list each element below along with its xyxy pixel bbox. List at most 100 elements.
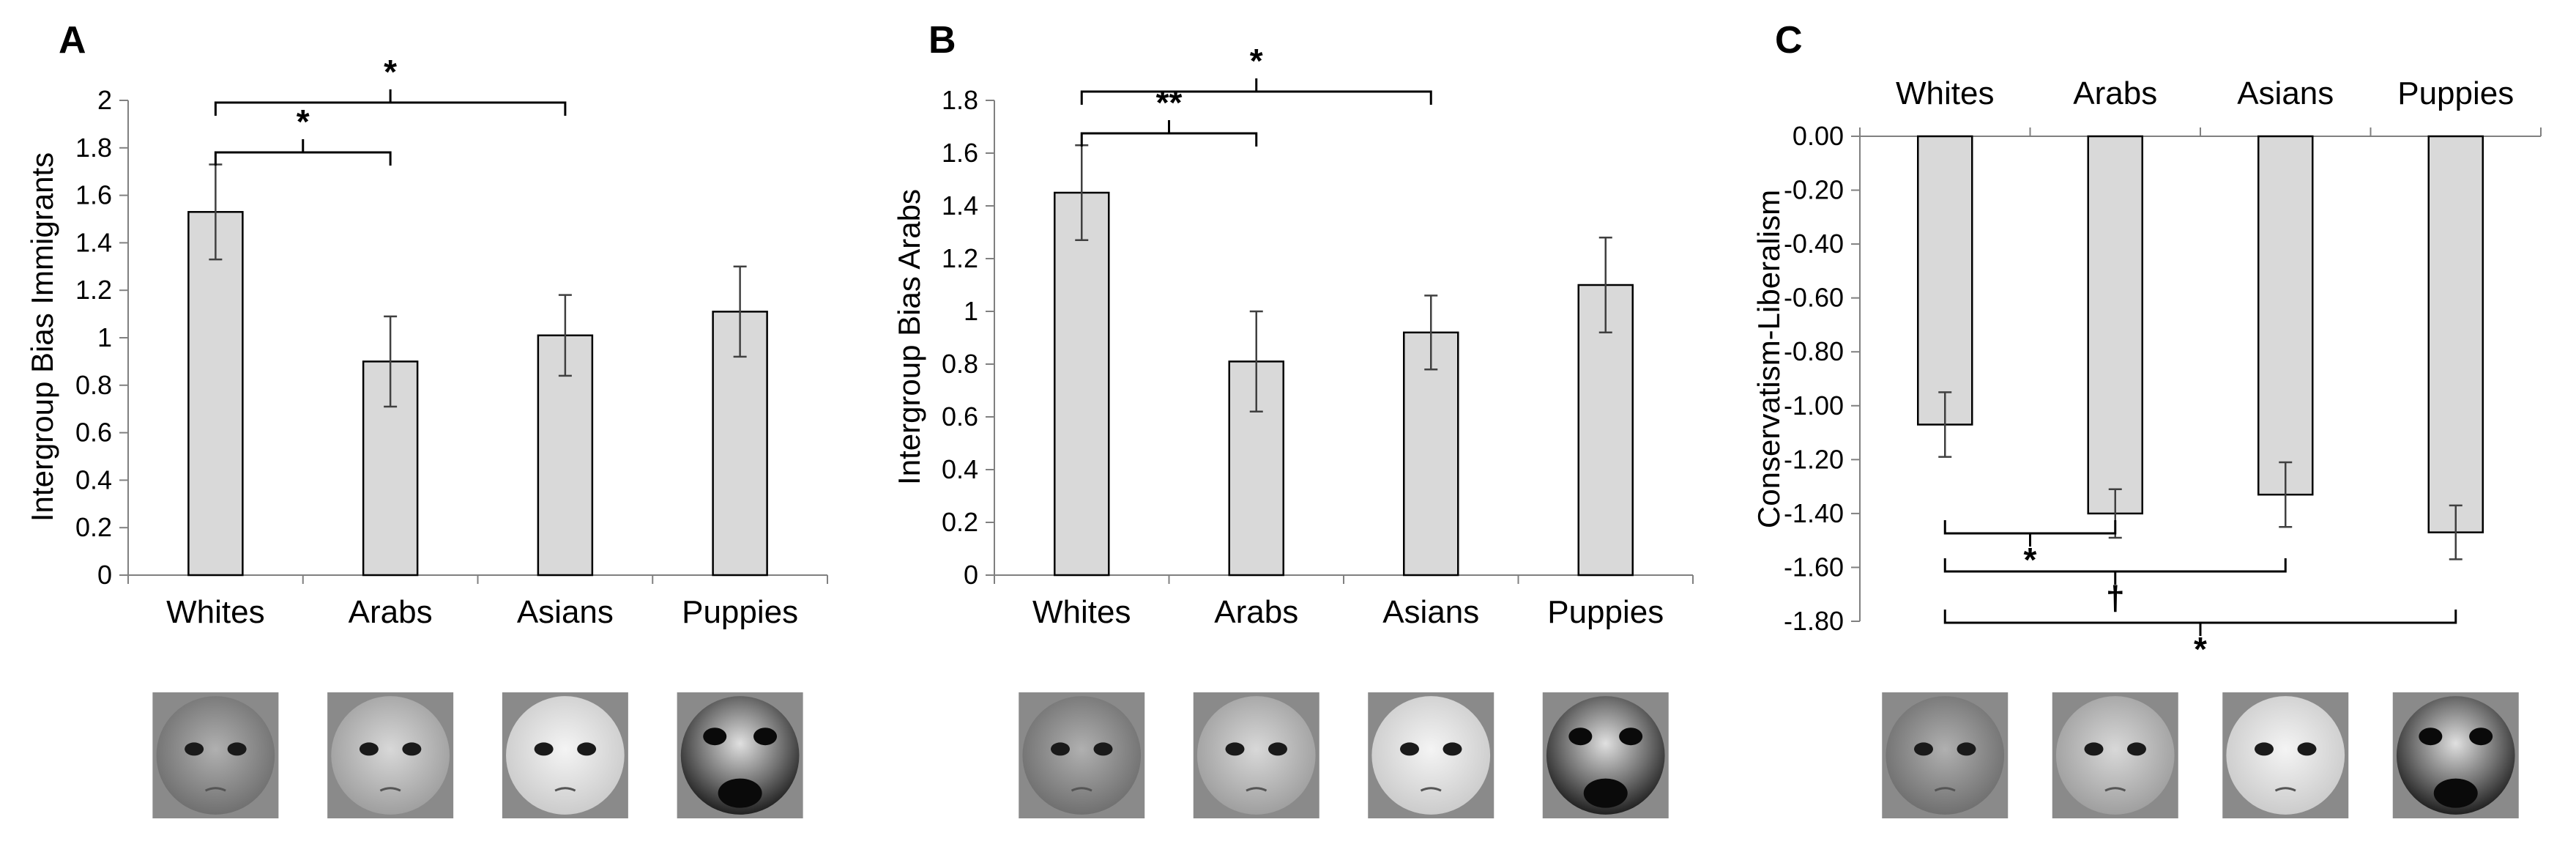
category-label-arabs: Arabs bbox=[2073, 75, 2157, 111]
y-tick-label: -1.60 bbox=[1784, 552, 1844, 582]
right-eye bbox=[1093, 742, 1113, 756]
right-eye bbox=[577, 742, 597, 756]
y-tick-label: 0 bbox=[964, 560, 978, 590]
nose bbox=[1583, 778, 1628, 808]
category-label-asians: Asians bbox=[1382, 594, 1479, 630]
y-tick-label: -1.40 bbox=[1784, 498, 1844, 528]
y-tick-label: 2 bbox=[97, 85, 112, 115]
face-shape bbox=[2055, 696, 2175, 815]
mouth bbox=[379, 787, 401, 792]
white-baby-face-image bbox=[1882, 692, 2009, 818]
significance-bracket bbox=[214, 139, 392, 166]
mouth bbox=[1934, 787, 1956, 792]
y-tick-label: -0.40 bbox=[1784, 229, 1844, 259]
significance-bracket bbox=[1943, 558, 2287, 585]
face-shape bbox=[2226, 696, 2345, 815]
white-baby-face-image bbox=[1019, 692, 1145, 818]
y-tick-label: -1.00 bbox=[1784, 390, 1844, 421]
y-tick-label: 1.6 bbox=[942, 138, 978, 168]
y-tick-label: 0.00 bbox=[1793, 121, 1844, 151]
right-eye bbox=[2126, 742, 2146, 756]
bar-asians bbox=[1403, 331, 1459, 577]
significance-label: * bbox=[2024, 541, 2037, 579]
y-tick-label: 0.6 bbox=[942, 401, 978, 432]
bar-whites bbox=[1054, 191, 1110, 577]
y-tick-label: 1.4 bbox=[75, 227, 112, 257]
panel-letter-c: C bbox=[1775, 19, 1803, 62]
y-tick-label: -0.80 bbox=[1784, 336, 1844, 366]
mouth bbox=[1420, 787, 1442, 792]
right-eye bbox=[402, 742, 422, 756]
y-tick-label: -1.20 bbox=[1784, 444, 1844, 474]
y-axis-label-c: Conservatism-Liberalism bbox=[1752, 190, 1786, 528]
mouth bbox=[204, 787, 226, 792]
y-tick-label: 0.4 bbox=[75, 464, 112, 495]
face-shape bbox=[1022, 696, 1142, 815]
left-eye bbox=[1400, 742, 1420, 756]
left-eye bbox=[703, 728, 727, 746]
left-eye bbox=[1914, 742, 1934, 756]
category-label-arabs: Arabs bbox=[1214, 594, 1298, 630]
significance-bracket bbox=[1080, 78, 1432, 105]
nose bbox=[718, 778, 762, 808]
y-tick-label: 1.2 bbox=[942, 243, 978, 273]
face-shape bbox=[2396, 696, 2515, 815]
panel-letter-b: B bbox=[928, 19, 956, 62]
chart-panel-c: 0.00 -0.20 -0.40 -0.60 -0.80 -1.00 -1.20 -1.40 -… bbox=[1784, 75, 2542, 818]
right-eye bbox=[227, 742, 247, 756]
puppy-face-image bbox=[2392, 692, 2519, 818]
puppy-face-image bbox=[1542, 692, 1669, 818]
category-label-whites: Whites bbox=[1896, 75, 1994, 111]
arab-baby-face-image bbox=[327, 692, 454, 818]
y-tick-label: 0.6 bbox=[75, 418, 112, 448]
mouth bbox=[1246, 787, 1267, 792]
significance-bracket bbox=[1943, 520, 2117, 547]
white-baby-face-image bbox=[152, 692, 279, 818]
face-shape bbox=[506, 696, 625, 815]
right-eye bbox=[2297, 742, 2317, 756]
y-tick-label: 1 bbox=[97, 322, 112, 352]
nose bbox=[2433, 778, 2478, 808]
bar-whites bbox=[1917, 135, 1973, 426]
face-shape bbox=[1371, 696, 1491, 815]
y-tick-label: 0 bbox=[97, 560, 112, 590]
mouth bbox=[2104, 787, 2126, 792]
significance-label: * bbox=[384, 53, 397, 91]
panel-letter-a: A bbox=[59, 19, 86, 62]
y-tick-label: 1.4 bbox=[942, 190, 978, 221]
significance-label: * bbox=[2194, 630, 2207, 668]
bar-whites bbox=[187, 211, 244, 577]
right-eye bbox=[1957, 742, 1976, 756]
y-tick-label: 0.8 bbox=[942, 349, 978, 379]
y-tick-label: -1.80 bbox=[1784, 606, 1844, 636]
right-eye bbox=[1619, 728, 1643, 746]
significance-label: † bbox=[2106, 579, 2125, 617]
bar-arabs bbox=[2087, 135, 2143, 515]
y-tick-label: 1.2 bbox=[75, 275, 112, 305]
y-axis-label-a: Intergroup Bias Immigrants bbox=[25, 152, 59, 522]
category-label-puppies: Puppies bbox=[682, 594, 798, 630]
category-label-whites: Whites bbox=[1032, 594, 1131, 630]
face-shape bbox=[1886, 696, 2005, 815]
y-tick-label: 0.8 bbox=[75, 370, 112, 400]
category-label-asians: Asians bbox=[2237, 75, 2334, 111]
left-eye bbox=[359, 742, 379, 756]
puppy-face-image bbox=[677, 692, 803, 818]
bar-puppies bbox=[2427, 135, 2484, 533]
category-label-arabs: Arabs bbox=[349, 594, 433, 630]
mouth bbox=[2274, 787, 2296, 792]
right-eye bbox=[1267, 742, 1287, 756]
significance-bracket bbox=[1943, 610, 2457, 636]
y-tick-label: 1.8 bbox=[75, 133, 112, 163]
face-shape bbox=[331, 696, 450, 815]
significance-bracket bbox=[1080, 120, 1258, 147]
significance-label: ** bbox=[1156, 84, 1183, 122]
face-shape bbox=[680, 696, 800, 815]
category-label-asians: Asians bbox=[517, 594, 614, 630]
left-eye bbox=[2255, 742, 2274, 756]
left-eye bbox=[1568, 728, 1593, 746]
chart-panel-a: 0 0.2 0.4 0.6 0.8 1 1.2 1.4 1.6 1.8 2 Whites Arabs As… bbox=[75, 53, 828, 818]
y-tick-label: 1.6 bbox=[75, 180, 112, 210]
asian-baby-face-image bbox=[502, 692, 628, 818]
asian-baby-face-image bbox=[1368, 692, 1494, 818]
